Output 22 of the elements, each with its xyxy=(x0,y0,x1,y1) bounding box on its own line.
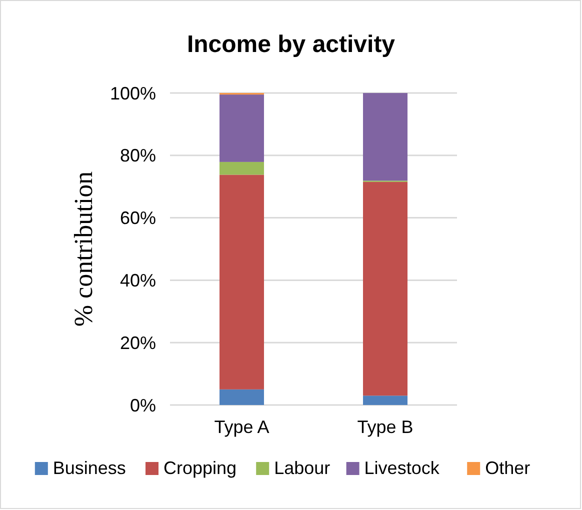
legend-label: Livestock xyxy=(364,458,440,478)
y-tick-label: 0% xyxy=(130,395,156,416)
y-tick-label: 100% xyxy=(110,83,156,104)
bar xyxy=(220,174,264,390)
chart-title: Income by activity xyxy=(186,31,396,58)
y-axis-title: % contribution xyxy=(69,171,98,327)
bar xyxy=(220,162,264,175)
bar xyxy=(220,389,264,405)
bar xyxy=(363,93,408,181)
legend-label: Other xyxy=(485,458,530,478)
legend-label: Cropping xyxy=(164,458,237,478)
bar xyxy=(220,94,264,162)
legend-label: Labour xyxy=(274,458,330,478)
bar xyxy=(363,182,408,396)
y-tick-label: 80% xyxy=(120,146,156,166)
y-tick-label: 40% xyxy=(120,270,156,290)
y-tick-label: 20% xyxy=(120,332,156,353)
y-tick-label: 60% xyxy=(120,208,156,228)
x-tick-label: Type B xyxy=(357,417,414,437)
legend-label: Business xyxy=(52,458,126,478)
x-tick-label: Type A xyxy=(214,417,270,437)
bar xyxy=(363,396,408,405)
